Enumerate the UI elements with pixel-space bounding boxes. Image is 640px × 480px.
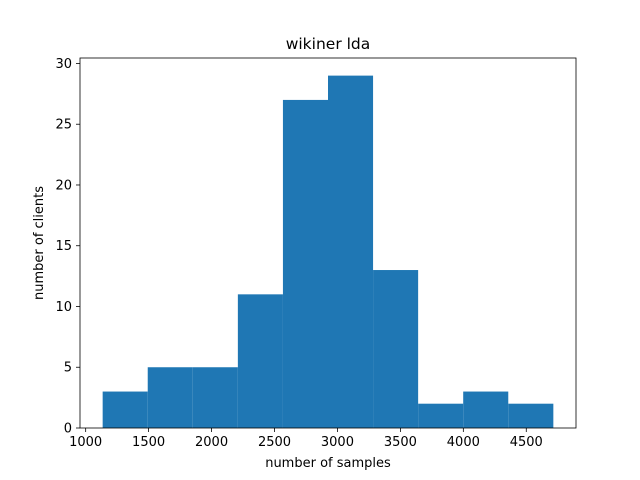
y-tick-label: 5 (64, 361, 72, 376)
histogram-bar (418, 403, 464, 428)
y-tick-label: 10 (55, 300, 72, 315)
x-tick-label: 1500 (132, 435, 165, 450)
histogram-bar (463, 391, 509, 428)
x-tick-label: 2500 (258, 435, 291, 450)
chart-title: wikiner lda (286, 35, 371, 53)
x-tick-label: 4500 (510, 435, 543, 450)
x-axis-label: number of samples (265, 456, 391, 471)
x-tick-label: 3500 (384, 435, 417, 450)
y-tick-label: 20 (55, 178, 72, 193)
histogram-bar (192, 367, 238, 428)
x-tick-label: 3000 (321, 435, 354, 450)
y-axis-ticks: 0 5 10 15 20 25 30 (55, 57, 80, 437)
y-tick-label: 0 (64, 422, 72, 437)
y-tick-label: 30 (55, 57, 72, 72)
axes-frame (79, 57, 577, 429)
x-tick-label: 1000 (69, 435, 102, 450)
x-tick-label: 4000 (447, 435, 480, 450)
x-tick-label: 2000 (195, 435, 228, 450)
y-tick-label: 15 (55, 239, 72, 254)
histogram-bar (147, 367, 193, 428)
histogram-bar (328, 75, 374, 428)
histogram-bar (102, 391, 148, 428)
x-axis-ticks: 1000 1500 2000 2500 3000 3500 4000 4500 (69, 428, 543, 450)
bars-group (102, 75, 554, 429)
histogram-bar (373, 270, 419, 428)
y-axis-label: number of clients (32, 186, 47, 300)
y-tick-label: 25 (55, 118, 72, 133)
histogram-bar (282, 99, 328, 429)
histogram-bar (508, 403, 554, 428)
histogram-bar (237, 294, 283, 428)
